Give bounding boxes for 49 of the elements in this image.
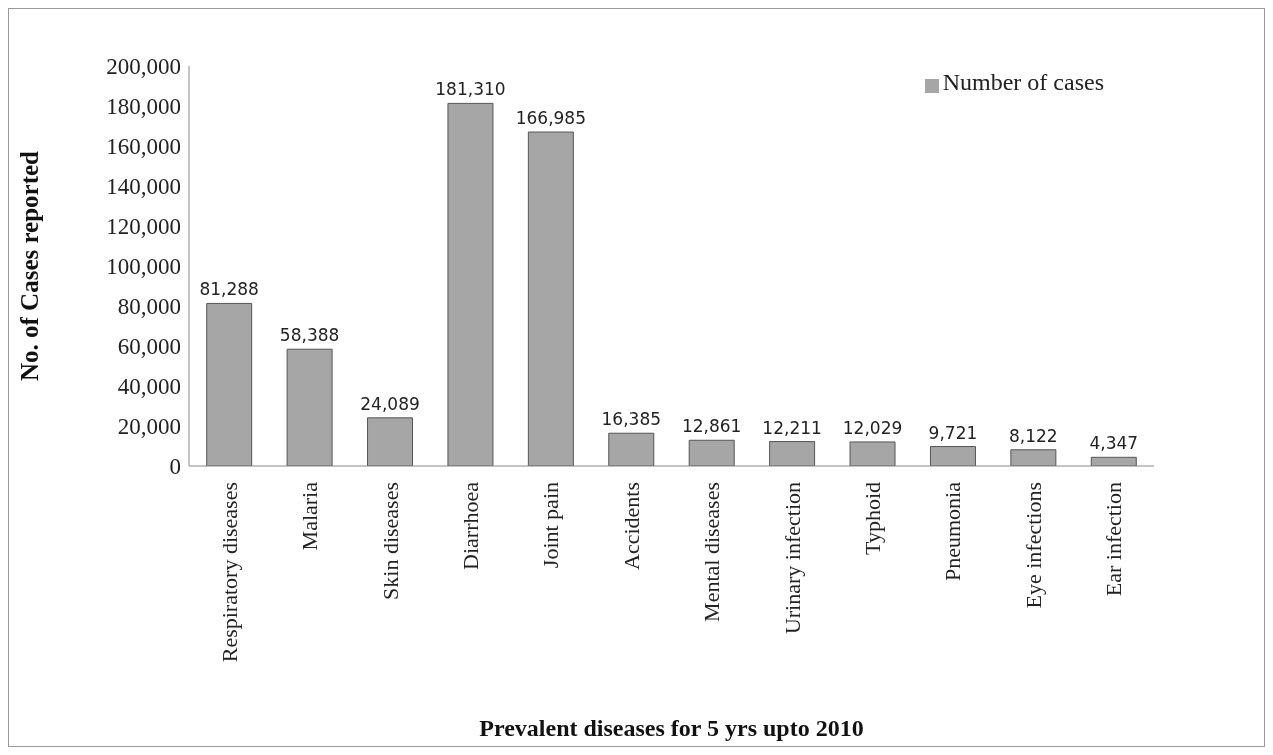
data-label: 58,388 xyxy=(279,325,340,346)
data-label: 12,861 xyxy=(681,416,742,437)
x-tick-label: Ear infection xyxy=(1101,482,1127,597)
bar xyxy=(527,131,574,466)
x-tick-label: Respiratory diseases xyxy=(216,482,242,663)
x-tick-label: Diarrhoea xyxy=(457,481,483,570)
y-tick-label: 40,000 xyxy=(117,374,181,400)
y-tick-label: 20,000 xyxy=(117,414,181,440)
y-tick-label: 0 xyxy=(169,454,181,480)
bar xyxy=(688,439,735,466)
x-tick-label: Accidents xyxy=(618,482,644,570)
data-label: 24,089 xyxy=(360,393,420,414)
x-tick-label: Urinary infection xyxy=(779,482,805,635)
x-axis-title: Prevalent diseases for 5 yrs upto 2010 xyxy=(479,715,864,741)
y-tick-label: 80,000 xyxy=(117,294,181,320)
data-label: 9,721 xyxy=(928,422,978,443)
bar xyxy=(849,441,896,466)
bar xyxy=(608,432,655,466)
x-tick-label: Joint pain xyxy=(538,482,564,569)
data-label: 166,985 xyxy=(515,108,587,129)
bar xyxy=(929,446,976,466)
data-label: 12,211 xyxy=(762,417,822,438)
data-label: 81,288 xyxy=(199,279,259,300)
x-tick-label: Skin diseases xyxy=(377,482,403,600)
legend-label: Number of cases xyxy=(942,69,1104,95)
bar xyxy=(286,348,333,466)
data-label: 12,029 xyxy=(842,417,903,438)
data-label: 181,310 xyxy=(435,79,506,100)
y-tick-label: 100,000 xyxy=(106,254,181,280)
y-tick-label: 120,000 xyxy=(106,214,181,240)
y-tick-label: 180,000 xyxy=(106,94,181,120)
x-tick-label: Pneumonia xyxy=(940,481,966,581)
bar xyxy=(769,441,816,466)
x-tick-label: Eye infections xyxy=(1020,482,1046,609)
y-tick-label: 160,000 xyxy=(106,134,181,160)
data-label: 16,385 xyxy=(601,409,662,430)
x-tick-label: Mental diseases xyxy=(699,482,725,622)
bar xyxy=(367,417,414,466)
y-tick-label: 140,000 xyxy=(106,174,181,200)
y-axis-title: No. of Cases reported xyxy=(15,150,43,382)
y-tick-label: 200,000 xyxy=(106,54,181,80)
data-label: 8,122 xyxy=(1009,425,1058,446)
bar xyxy=(1010,449,1057,466)
bar xyxy=(447,102,494,466)
x-tick-label: Typhoid xyxy=(860,482,886,556)
bar xyxy=(206,302,253,466)
y-tick-label: 60,000 xyxy=(117,334,181,360)
data-label: 4,347 xyxy=(1089,433,1139,454)
x-tick-label: Malaria xyxy=(297,481,323,551)
